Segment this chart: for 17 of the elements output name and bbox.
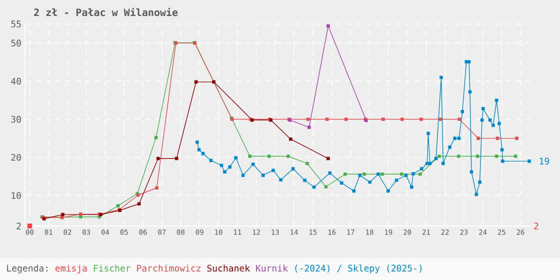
text: emisja bbox=[56, 264, 87, 274]
y-tick-label: 10 bbox=[12, 192, 21, 199]
chart-title: 2 zł - Pałac w Wilanowie bbox=[34, 8, 178, 16]
legend-title: Legenda: bbox=[7, 264, 48, 274]
y-tick-label: 30 bbox=[11, 116, 21, 123]
y-tick-label: 50 bbox=[11, 40, 21, 46]
text: (-2024) / Sklepy (2025-) bbox=[295, 264, 422, 274]
text: Suchanek bbox=[207, 264, 250, 272]
text: Parchimowicz bbox=[137, 264, 200, 272]
y-tick-label: 55 bbox=[11, 20, 21, 28]
y-tick-label: 2 bbox=[16, 222, 21, 230]
annotation: 19 bbox=[540, 158, 550, 165]
text: 2 bbox=[534, 222, 538, 230]
text: Fischer bbox=[94, 264, 130, 272]
y-tick-label: 40 bbox=[11, 78, 21, 85]
y-tick-label: 20 bbox=[11, 154, 21, 161]
text: Kurnik bbox=[256, 264, 288, 272]
